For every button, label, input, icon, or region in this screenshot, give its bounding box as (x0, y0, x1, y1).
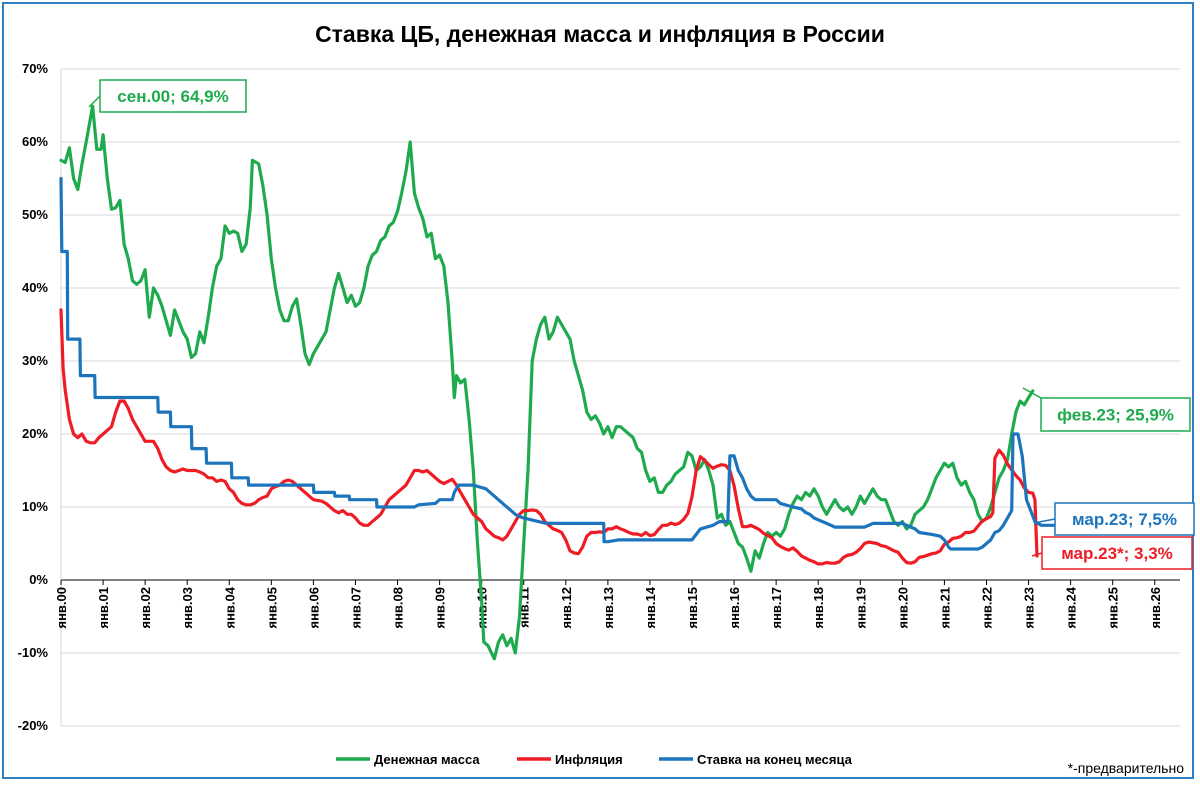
annotation-box (1041, 536, 1193, 570)
x-tick-label: янв.08 (391, 587, 406, 629)
gridlines (61, 68, 1180, 727)
annotation-box (99, 79, 247, 113)
series-line-inflation (59, 308, 1039, 566)
series-lines (59, 104, 1081, 661)
y-axis-ticks: -20% -10% 0% 10% 20% 30% 40% 50% 60% 70% (18, 61, 49, 733)
legend-item: Денежная масса (336, 752, 480, 767)
x-tick-label: янв.18 (811, 587, 826, 629)
x-tick-label: янв.25 (1106, 587, 1121, 629)
annotation-callout: сен.00; 64,9% (88, 79, 247, 113)
annotations: сен.00; 64,9% фев.23; 25,9% мар.23; 7,5% ма… (88, 79, 1195, 570)
legend-item: Ставка на конец месяца (659, 752, 853, 767)
x-tick-label: янв.04 (222, 586, 237, 628)
chart-title: Ставка ЦБ, денежная масса и инфляция в Р… (315, 21, 885, 47)
x-tick-label: янв.06 (306, 587, 321, 629)
annotation-leader (1022, 387, 1042, 399)
x-tick-label: янв.07 (348, 587, 363, 629)
x-tick-label: янв.19 (853, 587, 868, 629)
legend-label: Денежная масса (374, 752, 480, 767)
x-tick-label: янв.03 (180, 587, 195, 629)
annotation-callout: мар.23*; 3,3% (1031, 536, 1193, 570)
annotation-box (1054, 502, 1195, 536)
x-tick-label: янв.16 (727, 587, 742, 629)
legend-label: Инфляция (555, 752, 623, 767)
x-tick-label: янв.15 (685, 587, 700, 629)
x-tick-label: янв.05 (264, 587, 279, 629)
x-tick-label: янв.21 (937, 587, 952, 629)
annotation-leader (88, 95, 101, 108)
legend-item: Инфляция (517, 752, 623, 767)
x-tick-label: янв.02 (138, 587, 153, 629)
annotation-box (1040, 397, 1191, 432)
x-tick-label: янв.24 (1064, 586, 1079, 628)
y-tick-label: 60% (22, 134, 48, 149)
legend-label: Ставка на конец месяца (697, 752, 853, 767)
x-tick-label: янв.26 (1148, 587, 1163, 629)
y-tick-label: 10% (22, 499, 48, 514)
y-tick-label: -10% (18, 645, 49, 660)
x-tick-label: янв.22 (979, 587, 994, 629)
x-tick-label: янв.23 (1022, 587, 1037, 629)
x-tick-label: янв.09 (433, 587, 448, 629)
annotation-label: мар.23*; 3,3% (1061, 544, 1173, 563)
y-tick-label: -20% (18, 718, 49, 733)
footnote: *-предварительно (1068, 760, 1185, 776)
x-tick-label: янв.12 (559, 587, 574, 629)
annotation-label: фев.23; 25,9% (1057, 406, 1174, 425)
annotation-callout: мар.23; 7,5% (1033, 502, 1195, 536)
series-line-money-supply (59, 104, 1035, 661)
y-tick-label: 20% (22, 426, 48, 441)
annotation-leader (1033, 518, 1056, 524)
y-tick-label: 30% (22, 353, 48, 368)
x-tick-label: янв.14 (643, 586, 658, 628)
y-tick-label: 0% (29, 572, 48, 587)
annotation-callout: фев.23; 25,9% (1022, 387, 1191, 432)
y-tick-label: 70% (22, 61, 48, 76)
x-axis-ticks: янв.00 янв.01 янв.02 янв.03 янв.04 янв.05 янв.… (54, 586, 1163, 628)
y-tick-label: 40% (22, 280, 48, 295)
x-tick-label: янв.20 (895, 587, 910, 629)
y-tick-label: 50% (22, 207, 48, 222)
x-tick-label: янв.17 (769, 587, 784, 629)
series-line-key-rate (59, 176, 1081, 551)
x-tick-label: янв.13 (601, 587, 616, 629)
legend: Денежная масса Инфляция Ставка на конец ме… (336, 752, 853, 767)
annotation-label: мар.23; 7,5% (1072, 510, 1177, 529)
x-tick-label: янв.01 (96, 587, 111, 629)
annotation-label: сен.00; 64,9% (117, 87, 228, 106)
x-tick-label: янв.00 (54, 587, 69, 629)
annotation-leader (1031, 552, 1043, 557)
